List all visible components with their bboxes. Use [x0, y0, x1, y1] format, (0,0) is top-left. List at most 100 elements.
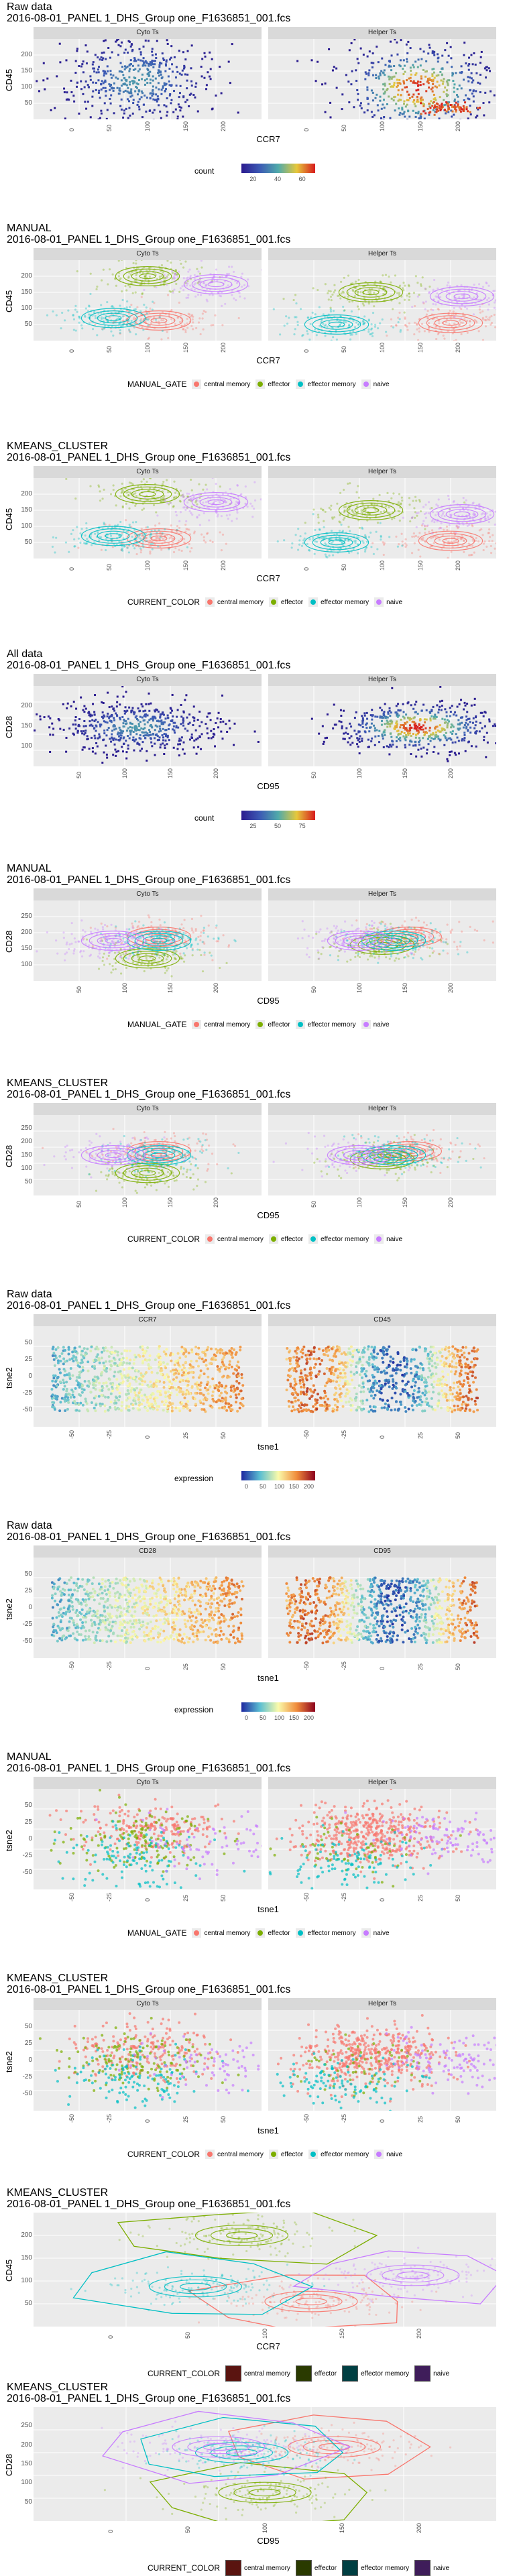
data-point — [342, 530, 344, 532]
density-bin — [113, 82, 115, 84]
density-bin — [148, 40, 150, 42]
data-point — [155, 537, 157, 539]
density-bin — [350, 83, 352, 85]
facet-strip: Helper Ts — [268, 674, 496, 686]
density-bin — [433, 107, 435, 109]
density-bin — [128, 100, 130, 102]
density-bin — [446, 89, 448, 91]
density-bin — [433, 706, 435, 708]
density-bin — [50, 109, 52, 111]
data-point — [106, 957, 108, 959]
data-point — [139, 547, 141, 549]
data-point — [424, 532, 426, 534]
density-bin — [420, 113, 422, 115]
data-point — [180, 500, 182, 502]
density-bin — [80, 697, 82, 699]
density-bin — [170, 707, 172, 709]
density-bin — [115, 755, 117, 757]
density-bin — [361, 720, 363, 722]
legend-swatch — [361, 379, 371, 389]
data-point — [76, 270, 78, 272]
density-bin — [197, 719, 199, 721]
density-bin — [80, 66, 82, 68]
density-bin — [409, 729, 411, 731]
data-point — [357, 552, 359, 554]
density-bin — [443, 91, 445, 93]
density-bin — [166, 60, 168, 62]
chart-title-line2: 2016-08-01_PANEL 1_DHS_Group one_F163685… — [7, 452, 290, 463]
data-point — [146, 312, 148, 314]
density-bin — [208, 713, 210, 715]
density-bin — [461, 87, 463, 89]
density-bin — [159, 725, 161, 727]
data-point — [494, 314, 496, 316]
data-point — [142, 541, 144, 543]
data-point — [52, 546, 54, 548]
density-bin — [400, 94, 402, 96]
data-point — [438, 323, 440, 325]
density-bin — [97, 721, 99, 723]
data-point — [332, 554, 334, 556]
data-point — [380, 538, 382, 540]
density-bin — [424, 76, 426, 78]
density-bin — [437, 752, 439, 754]
data-point — [206, 298, 208, 300]
density-bin — [87, 712, 89, 714]
data-point — [113, 484, 115, 486]
data-point — [93, 541, 95, 543]
density-bin — [479, 91, 481, 93]
density-bin — [217, 726, 219, 728]
density-bin — [364, 715, 366, 717]
density-bin — [121, 716, 123, 718]
data-point — [167, 491, 169, 493]
data-point — [215, 483, 217, 485]
density-bin — [229, 82, 231, 84]
data-point — [362, 542, 364, 544]
data-point — [95, 315, 97, 317]
data-point — [323, 526, 325, 528]
data-point — [437, 505, 439, 507]
data-point — [455, 532, 457, 534]
density-bin — [201, 75, 203, 77]
density-bin — [473, 101, 475, 103]
data-point — [343, 277, 345, 279]
y-tick-label: 200 — [15, 490, 32, 497]
data-point — [228, 266, 230, 268]
density-bin — [414, 716, 416, 718]
data-point — [437, 333, 439, 335]
data-point — [176, 525, 178, 527]
density-bin — [345, 74, 347, 76]
density-bin — [65, 737, 67, 739]
density-bin — [468, 718, 470, 720]
density-bin — [466, 703, 468, 705]
data-point — [416, 515, 418, 517]
density-bin — [433, 109, 435, 111]
data-point — [130, 304, 132, 306]
density-bin — [396, 721, 398, 723]
density-bin — [101, 52, 103, 54]
density-bin — [183, 742, 185, 744]
density-bin — [419, 48, 421, 50]
data-point — [122, 953, 124, 955]
density-bin — [422, 69, 424, 71]
x-tick-label: 150 — [182, 121, 189, 131]
density-bin — [437, 107, 439, 109]
data-point — [426, 524, 428, 526]
data-point — [485, 319, 487, 321]
density-bin — [488, 67, 490, 69]
legend-swatch — [296, 379, 305, 389]
plot-canvas — [268, 686, 496, 766]
density-bin — [156, 99, 158, 101]
density-bin — [51, 723, 53, 725]
data-point — [432, 309, 434, 311]
data-point — [222, 534, 224, 536]
density-bin — [420, 116, 422, 118]
density-bin — [406, 79, 408, 81]
data-point — [162, 319, 164, 321]
density-bin — [164, 733, 166, 735]
x-tick-label: 200 — [220, 561, 227, 571]
density-bin — [233, 723, 235, 725]
density-bin — [160, 719, 162, 721]
density-bin — [129, 726, 131, 728]
data-point — [385, 274, 387, 276]
